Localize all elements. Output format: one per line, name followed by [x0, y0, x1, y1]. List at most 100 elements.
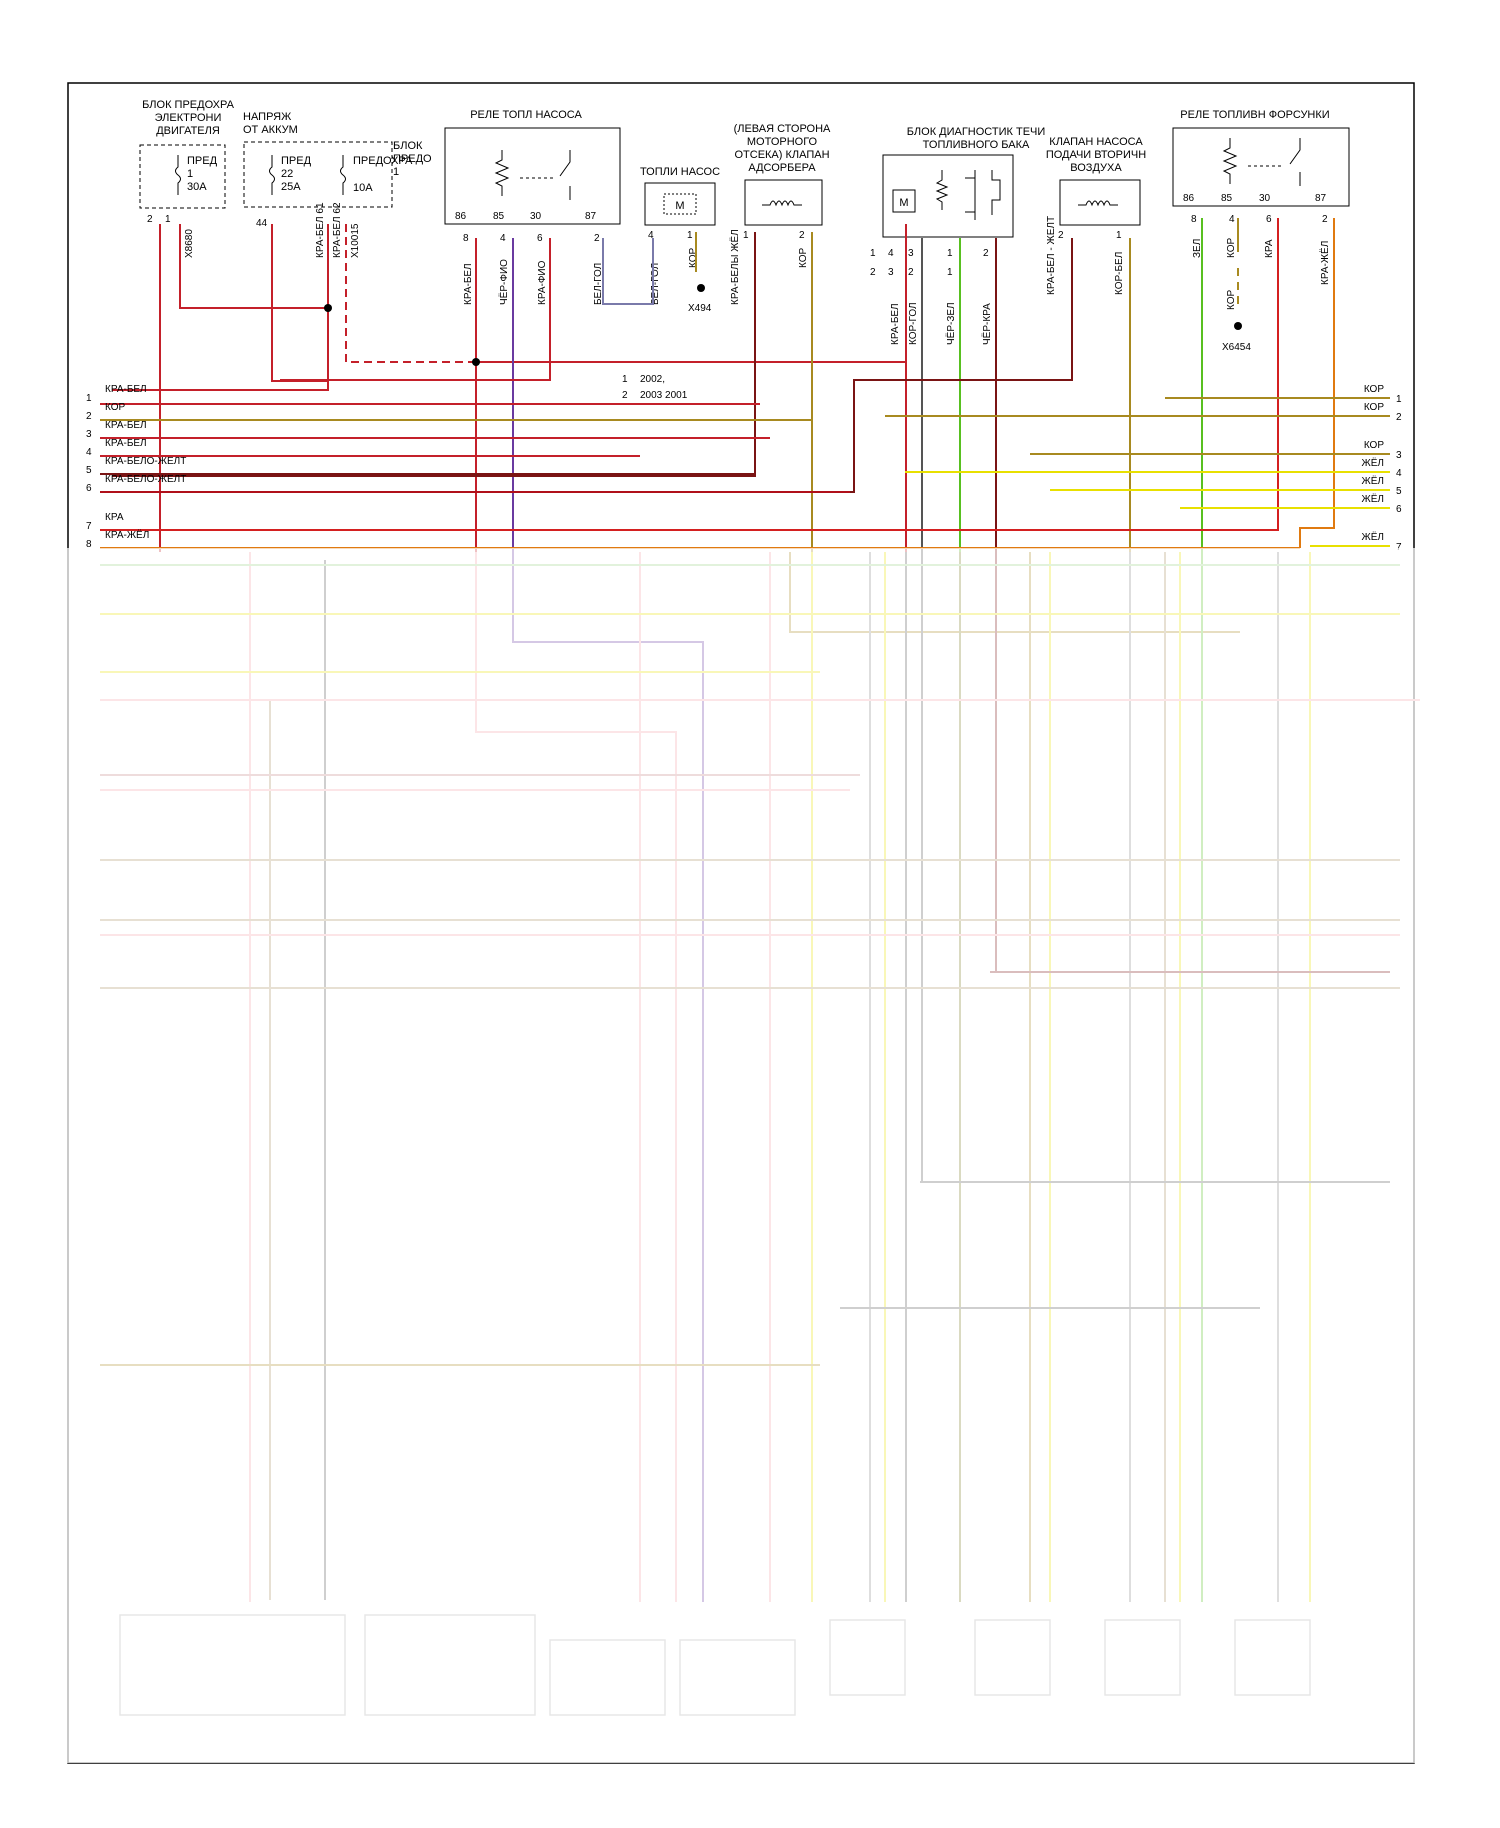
year-note-1-text: 2002, [640, 374, 665, 385]
canister-title-4: АДСОРБЕРА [748, 162, 816, 174]
left-bus-5-num: 5 [86, 465, 92, 476]
relay-wire-2: ЧЁР-ФИО [498, 259, 510, 305]
fuel-pump-relay: РЕЛЕ ТОПЛ НАСОСА 86 85 30 87 8 4 6 2 КРА… [444, 109, 621, 305]
left-bus-7-num: 7 [86, 521, 92, 532]
left-bus-6-label: КРА-БЕЛО-ЖЕЛТ [105, 474, 186, 485]
leak-wire-3: ЧЁР-ЗЕЛ [945, 302, 957, 345]
left-bus-2-label: КОР [105, 402, 125, 413]
leak-pin-a1: 1 [870, 248, 876, 259]
right-bus-2-num: 2 [1396, 412, 1402, 423]
leak-pin-a2: 4 [888, 248, 894, 259]
left-bus-1-num: 1 [86, 393, 92, 404]
leak-pin-a5: 2 [983, 248, 989, 259]
inj-pin-87: 87 [1315, 193, 1327, 204]
inj-pin-86: 86 [1183, 193, 1195, 204]
canister-title-2: МОТОРНОГО [747, 136, 818, 148]
leak-diagnostic-unit: БЛОК ДИАГНОСТИК ТЕЧИ ТОПЛИВНОГО БАКА M 1… [870, 126, 1045, 345]
inj-pin-30: 30 [1259, 193, 1271, 204]
canister-valve: (ЛЕВАЯ СТОРОНА МОТОРНОГО ОТСЕКА) КЛАПАН … [729, 123, 831, 305]
leak-pin-b3: 2 [908, 267, 914, 278]
fuel-pump: ТОПЛИ НАСОС M 4 1 БЕЛ-ГОЛ КОР X494 [640, 166, 720, 314]
injector-relay-title: РЕЛЕ ТОПЛИВН ФОРСУНКИ [1180, 109, 1329, 121]
right-bus-3-label: КОР [1364, 440, 1384, 451]
blurred-region-overlay [60, 548, 1420, 1763]
air-wire-1: КРА-БЕЛ - ЖЕЛТ [1046, 216, 1057, 295]
air-pin-1: 1 [1116, 230, 1122, 241]
inj-pin-85: 85 [1221, 193, 1233, 204]
fuse-label: ПРЕД [187, 155, 218, 167]
relay-pin-87: 87 [585, 211, 597, 222]
leak-pin-a3: 3 [908, 248, 914, 259]
left-bus-8-label: КРА-ЖЁЛ [105, 529, 149, 541]
canister-wire-2: КОР [798, 248, 809, 268]
canister-pin-2: 2 [799, 230, 805, 241]
battery-feed: НАПРЯЖ ОТ АККУМ ПРЕД 22 25А ПРЕДОХРА 10А… [243, 111, 432, 258]
air-wire-2: КОР-БЕЛ [1114, 252, 1125, 295]
leak-title-1: БЛОК ДИАГНОСТИК ТЕЧИ [907, 126, 1046, 138]
side-note-1: БЛОК [393, 140, 423, 152]
right-bus-1-num: 1 [1396, 394, 1402, 405]
right-bus-5-label: ЖЁЛ [1362, 475, 1384, 487]
inj-wpin-6: 6 [1266, 214, 1272, 225]
left-bus-5-label: КРА-БЕЛО-ЖЕЛТ [105, 456, 186, 467]
relay-wpin-4: 4 [500, 233, 506, 244]
fuse-block-title-3: ДВИГАТЕЛЯ [156, 125, 220, 137]
secondary-air-valve: КЛАПАН НАСОСА ПОДАЧИ ВТОРИЧН ВОЗДУХА 2 1… [1046, 136, 1146, 295]
pump-motor-symbol: M [675, 200, 684, 212]
relay-wire-3: КРА-ФИО [537, 260, 548, 305]
fuse22-number: 22 [281, 168, 293, 180]
relay-title: РЕЛЕ ТОПЛ НАСОСА [470, 109, 582, 121]
canister-pin-1: 1 [743, 230, 749, 241]
right-bus-labels: КОР 1 КОР 2 КОР 3 ЖЁЛ 4 ЖЁЛ 5 ЖЁЛ 6 ЖЁЛ … [1362, 384, 1402, 553]
right-bus-5-num: 5 [1396, 486, 1402, 497]
air-pin-2: 2 [1058, 230, 1064, 241]
fuse-connector: X8680 [184, 229, 195, 258]
battery-pin-44: 44 [256, 218, 268, 229]
inj-wpin-8: 8 [1191, 214, 1197, 225]
air-title-3: ВОЗДУХА [1070, 162, 1122, 174]
pump-wire-1: БЕЛ-ГОЛ [650, 263, 661, 305]
left-bus-labels: 1 КРА-БЕЛ 2 КОР 3 КРА-БЕЛ 4 КРА-БЕЛ 5 КР… [86, 384, 186, 550]
fuse-rating: 30А [187, 181, 207, 193]
relay-wpin-2: 2 [594, 233, 600, 244]
canister-title-3: ОТСЕКА) КЛАПАН [734, 149, 829, 161]
inj-ground-label: X6454 [1222, 342, 1251, 353]
left-bus-1-label: КРА-БЕЛ [105, 384, 147, 395]
fuse-block-title-2: ЭЛЕКТРОНИ [155, 112, 222, 124]
inj-wire-2: КОР [1226, 238, 1237, 258]
leak-pin-b1: 2 [870, 267, 876, 278]
inj-wpin-4: 4 [1229, 214, 1235, 225]
battery-pin-61: КРА-БЕЛ 61 [315, 202, 326, 258]
leak-wire-1: КРА-БЕЛ [890, 303, 901, 345]
relay-pin-30: 30 [530, 211, 542, 222]
leak-title-2: ТОПЛИВНОГО БАКА [923, 139, 1030, 151]
side-note-2: ПРЕДО [393, 153, 432, 165]
left-bus-2-num: 2 [86, 411, 92, 422]
canister-title-1: (ЛЕВАЯ СТОРОНА [734, 123, 831, 135]
inj-wire-5: КОР [1226, 290, 1237, 310]
right-bus-3-num: 3 [1396, 450, 1402, 461]
fuse-block-title-1: БЛОК ПРЕДОХРА [142, 99, 234, 111]
leak-pin-b2: 3 [888, 267, 894, 278]
year-note-2-text: 2003 2001 [640, 390, 688, 401]
pump-wire-2: КОР [688, 248, 699, 268]
relay-wpin-8: 8 [463, 233, 469, 244]
battery-title-2: ОТ АККУМ [243, 124, 298, 136]
year-note-1-num: 1 [622, 374, 628, 385]
injector-relay: РЕЛЕ ТОПЛИВН ФОРСУНКИ 86 85 30 87 8 4 6 … [1172, 109, 1350, 353]
air-title-1: КЛАПАН НАСОСА [1049, 136, 1143, 148]
fuse-b-label: ПРЕДОХРА [353, 155, 413, 167]
relay-wpin-6: 6 [537, 233, 543, 244]
engine-fuse-block: БЛОК ПРЕДОХРА ЭЛЕКТРОНИ ДВИГАТЕЛЯ ПРЕД 1… [139, 99, 235, 258]
right-bus-7-label: ЖЁЛ [1362, 531, 1384, 543]
inj-wire-3: КРА [1264, 239, 1275, 258]
fuse-number: 1 [187, 168, 193, 180]
leak-wire-4: ЧЁР-КРА [981, 303, 993, 345]
left-bus-4-label: КРА-БЕЛ [105, 438, 147, 449]
air-title-2: ПОДАЧИ ВТОРИЧН [1046, 149, 1146, 161]
year-note-2-num: 2 [622, 390, 628, 401]
pump-pin-1: 1 [687, 230, 693, 241]
inj-wire-1: ЗЕЛ [1192, 239, 1203, 258]
pump-pin-4: 4 [648, 230, 654, 241]
inj-wpin-2: 2 [1322, 214, 1328, 225]
